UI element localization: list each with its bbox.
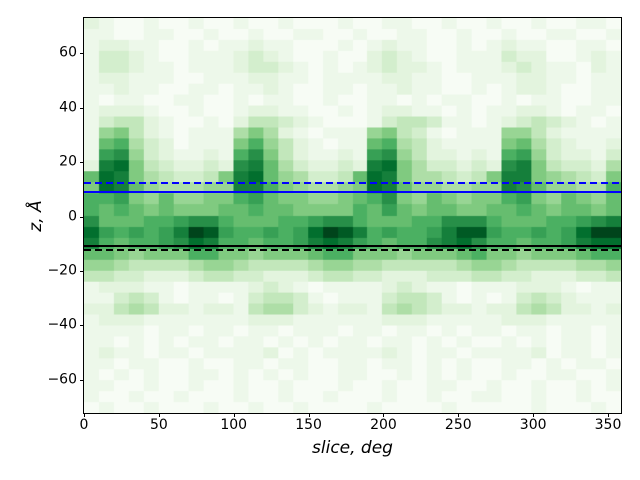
x-tick-mark — [533, 413, 535, 417]
y-tick-mark — [80, 216, 84, 218]
x-tick-mark — [383, 413, 385, 417]
x-tick-label: 300 — [519, 417, 547, 433]
x-tick-mark — [84, 413, 85, 417]
heatmap-canvas — [84, 18, 621, 413]
y-axis-label: z, Å — [26, 200, 46, 232]
x-tick-label: 200 — [370, 417, 397, 433]
upper-solid-line — [84, 191, 621, 194]
y-tick-mark — [80, 325, 84, 327]
y-tick-mark — [80, 53, 84, 55]
x-tick-label: 0 — [79, 417, 89, 433]
x-tick-mark — [158, 413, 160, 417]
y-tick-label: −20 — [47, 262, 77, 279]
y-tick-label: 40 — [59, 99, 77, 116]
upper-dashed-line — [84, 181, 621, 184]
x-tick-label: 250 — [444, 417, 472, 433]
x-tick-label: 100 — [220, 417, 248, 433]
x-axis-label: slice, deg — [312, 438, 393, 458]
y-tick-mark — [80, 270, 84, 272]
x-tick-label: 350 — [594, 417, 622, 433]
y-tick-label: 0 — [68, 207, 77, 224]
lower-dashed-line — [84, 249, 621, 252]
y-tick-mark — [80, 107, 84, 109]
y-tick-label: −60 — [47, 370, 77, 387]
y-tick-mark — [80, 162, 84, 164]
x-tick-label: 150 — [295, 417, 322, 433]
y-tick-mark — [80, 379, 84, 381]
y-tick-label: −40 — [47, 316, 77, 333]
x-tick-mark — [608, 413, 610, 417]
y-tick-label: 20 — [59, 153, 77, 170]
x-tick-mark — [458, 413, 460, 417]
x-tick-mark — [308, 413, 310, 417]
plot-area: 0 50 100 150 200 250 300 350 60 40 20 0 −20 −40 −60 — [47, 17, 622, 433]
lower-solid-line — [84, 245, 621, 248]
x-tick-mark — [233, 413, 235, 417]
y-tick-label: 60 — [59, 44, 77, 61]
x-tick-label: 50 — [149, 417, 168, 433]
